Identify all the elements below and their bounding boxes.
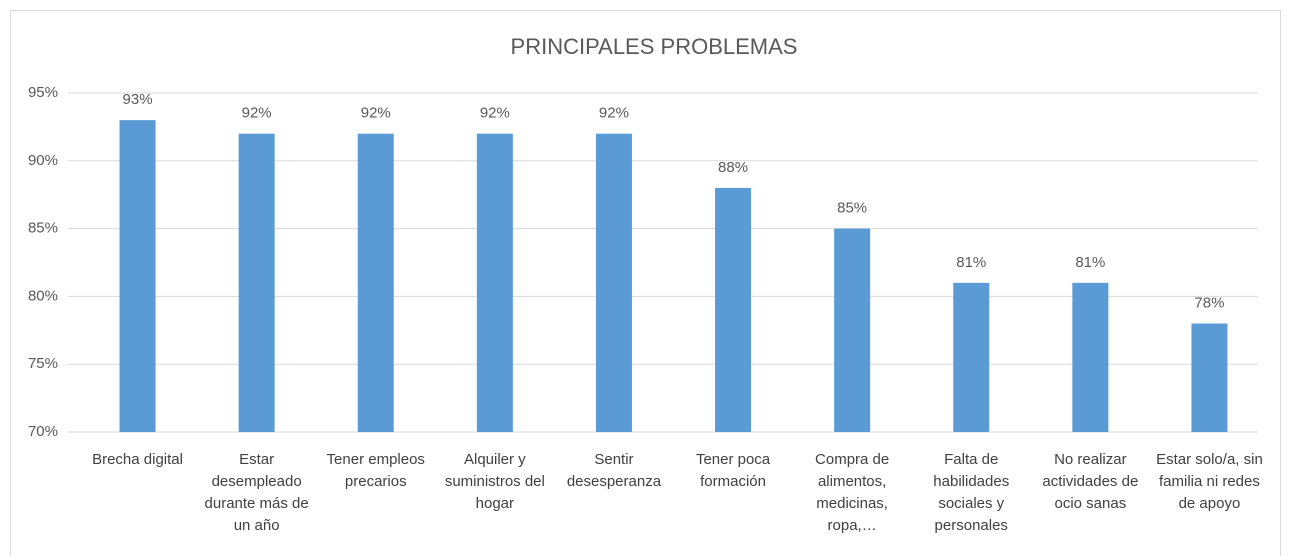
x-tick-label: Estar desempleado durante más de un año: [204, 451, 309, 534]
bar: [1191, 323, 1228, 432]
x-tick-label: Estar solo/a, sin familia ni redes de ap…: [1156, 451, 1263, 512]
data-label: 88%: [718, 159, 748, 176]
bar: [715, 187, 752, 432]
chart-border: [10, 10, 1281, 556]
y-tick-label: 80%: [28, 287, 58, 304]
x-tick-label: Compra de alimentos, medicinas, ropa,…: [815, 451, 890, 534]
bar: [357, 133, 394, 432]
bar: [238, 133, 275, 432]
data-label: 92%: [480, 105, 510, 122]
bar: [1072, 282, 1109, 432]
data-label: 78%: [1194, 294, 1224, 311]
chart-title: PRINCIPALES PROBLEMAS: [511, 34, 798, 59]
data-label: 85%: [837, 200, 867, 217]
bar: [834, 228, 871, 432]
bar: [476, 133, 513, 432]
data-label: 93%: [123, 91, 153, 108]
data-label: 92%: [242, 105, 272, 122]
x-tick-label: Alquiler y suministros del hogar: [444, 451, 545, 512]
x-tick-label: Falta de habilidades sociales y personal…: [933, 451, 1010, 534]
y-tick-label: 85%: [28, 220, 58, 237]
y-tick-label: 70%: [28, 423, 58, 440]
y-tick-label: 75%: [28, 355, 58, 372]
bar: [953, 282, 990, 432]
x-tick-label: Tener poca formación: [695, 451, 771, 490]
x-tick-label: Sentir desesperanza: [566, 451, 662, 490]
y-tick-label: 90%: [28, 152, 58, 169]
x-tick-label: Tener empleos precarios: [326, 451, 425, 490]
data-label: 81%: [1075, 254, 1105, 271]
data-label: 92%: [599, 105, 629, 122]
y-tick-label: 95%: [28, 84, 58, 101]
x-tick-label: Brecha digital: [92, 451, 183, 468]
x-tick-label: No realizar actividades de ocio sanas: [1042, 451, 1139, 512]
data-label: 92%: [361, 105, 391, 122]
bar: [595, 133, 632, 432]
bar: [119, 120, 156, 433]
data-label: 81%: [956, 254, 986, 271]
